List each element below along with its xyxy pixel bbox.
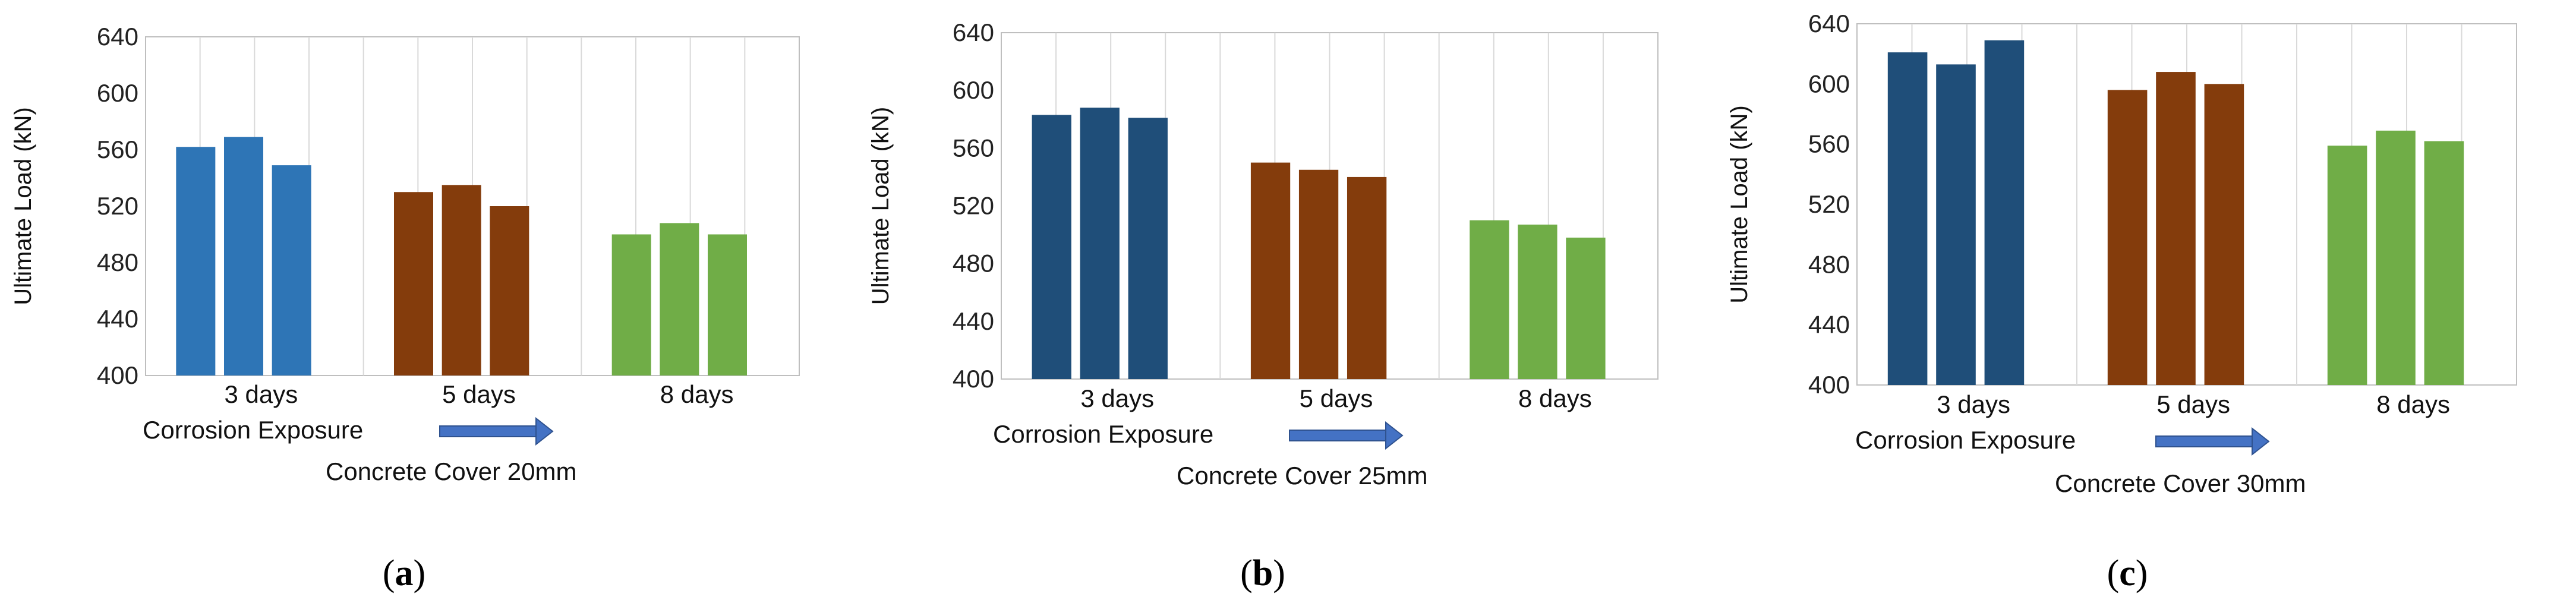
y-tick-label: 520 (1808, 190, 1850, 218)
y-tick-label: 640 (97, 23, 138, 50)
bar (1936, 64, 1976, 385)
bar (2376, 130, 2416, 385)
y-tick-label: 520 (953, 192, 994, 220)
x-category-label: 3 days (1937, 390, 2010, 418)
y-tick-label: 440 (97, 305, 138, 333)
y-tick-label: 520 (97, 192, 138, 220)
y-tick-label: 560 (97, 135, 138, 163)
bar (2204, 84, 2244, 386)
bar (490, 206, 529, 375)
y-tick-label: 400 (953, 365, 994, 393)
y-tick-label: 480 (953, 250, 994, 277)
bar (1032, 115, 1071, 379)
bar (708, 234, 747, 375)
arrow-head-icon (535, 416, 554, 446)
panel-letter: (b) (1240, 553, 1285, 594)
y-tick-label: 600 (1808, 70, 1850, 97)
x-category-label: 3 days (224, 380, 298, 408)
bar (611, 234, 651, 375)
x-category-label: 5 days (442, 380, 516, 408)
bar (1250, 162, 1291, 379)
chart-panel-a: 400 440 480 520 560 600 640 Ultimate Load (kN) 3… (0, 0, 859, 606)
y-axis-title: Ultimate Load (kN) (1726, 105, 1752, 303)
x-category-label: 8 days (2376, 390, 2450, 418)
y-axis-title: Ultimate Load (kN) (868, 107, 894, 305)
concrete-cover-label: Concrete Cover 30mm (2055, 469, 2306, 497)
arrow-right-icon (1289, 430, 1388, 441)
bar-chart-c: 400 440 480 520 560 600 640 Ultimate Load (kN) 3… (1726, 10, 2517, 594)
x-category-label: 5 days (1300, 384, 1373, 412)
bar (1518, 225, 1557, 379)
bar (1128, 118, 1168, 379)
bar (224, 137, 263, 375)
concrete-cover-label: Concrete Cover 20mm (326, 457, 576, 485)
y-tick-label: 480 (97, 248, 138, 276)
bar (1566, 237, 1606, 379)
bar (1347, 176, 1387, 379)
panel-letter: (a) (383, 553, 425, 594)
bar (394, 192, 433, 375)
bar (1887, 52, 1928, 386)
arrow-head-icon (2252, 427, 2270, 456)
bar-chart-b: 400 440 480 520 560 600 640 Ultimate Load (kN) 3… (868, 18, 1659, 594)
y-tick-label: 400 (97, 361, 138, 389)
y-tick-label: 440 (953, 307, 994, 335)
bar-chart-a: 400 440 480 520 560 600 640 Ultimate Load (kN) 3… (10, 23, 800, 594)
bar (442, 185, 481, 375)
bar (1984, 40, 2025, 385)
bar (2156, 72, 2196, 386)
y-tick-label: 600 (953, 76, 994, 104)
chart-panel-b: 400 440 480 520 560 600 640 Ultimate Load (kN) 3… (859, 0, 1717, 606)
x-category-label: 8 days (1518, 384, 1592, 412)
concrete-cover-label: Concrete Cover 25mm (1177, 462, 1427, 490)
y-tick-label: 440 (1808, 311, 1850, 339)
x-category-label: 5 days (2156, 390, 2230, 418)
bar (176, 147, 216, 375)
y-axis-title: Ultimate Load (kN) (10, 107, 36, 305)
y-tick-label: 560 (953, 134, 994, 162)
bar (2424, 141, 2464, 385)
y-tick-label: 600 (97, 79, 138, 107)
bar (2107, 90, 2148, 385)
bar (1298, 169, 1339, 379)
bar (1080, 108, 1120, 380)
arrow-head-icon (1385, 421, 1404, 450)
arrow-right-icon (2155, 435, 2254, 447)
corrosion-exposure-label: Corrosion Exposure (993, 420, 1213, 448)
x-category-label: 3 days (1080, 384, 1154, 412)
y-tick-label: 640 (953, 18, 994, 46)
bar (2327, 146, 2367, 385)
chart-panel-c: 400 440 480 520 560 600 640 Ultimate Load (kN) 3… (1717, 0, 2576, 606)
bar (272, 165, 311, 375)
bar (1470, 220, 1509, 379)
arrow-right-icon (439, 425, 538, 437)
corrosion-exposure-label: Corrosion Exposure (1855, 426, 2076, 454)
y-tick-label: 400 (1808, 371, 1850, 399)
y-tick-label: 560 (1808, 130, 1850, 158)
corrosion-exposure-label: Corrosion Exposure (143, 416, 363, 444)
x-category-label: 8 days (660, 380, 734, 408)
bar (660, 223, 699, 375)
y-tick-label: 640 (1808, 10, 1850, 37)
panel-letter: (c) (2107, 553, 2148, 594)
y-tick-label: 480 (1808, 250, 1850, 278)
